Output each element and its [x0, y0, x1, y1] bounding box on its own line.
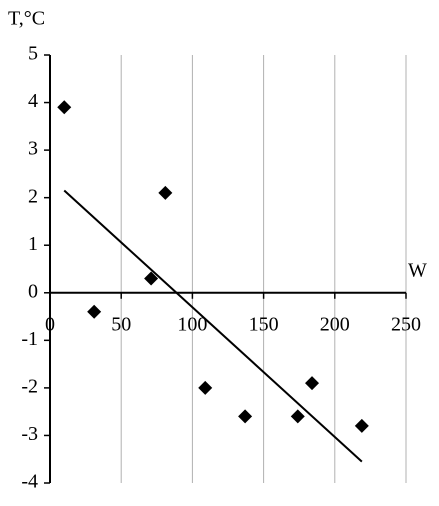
x-tick-label: 50 [111, 313, 131, 335]
trend-line [63, 189, 363, 463]
y-tick-label: 5 [28, 43, 38, 65]
x-tick-label: 100 [177, 313, 207, 335]
data-point [198, 380, 213, 395]
data-point [238, 409, 253, 424]
data-point [354, 418, 369, 433]
y-tick-label: 4 [28, 90, 38, 112]
y-tick-label: -4 [21, 471, 38, 493]
data-point [305, 376, 320, 391]
y-tick-label: 0 [28, 280, 38, 302]
x-tick-label: 200 [320, 313, 350, 335]
y-tick-label: 3 [28, 138, 38, 160]
x-tick-label: 0 [45, 313, 55, 335]
x-axis-label: W [408, 260, 427, 282]
y-tick-label: 2 [28, 185, 38, 207]
y-tick-label: 1 [28, 233, 38, 255]
y-axis-label: T,°C [8, 8, 45, 30]
data-point [158, 185, 173, 200]
y-tick-label: -1 [21, 328, 38, 350]
data-point [290, 409, 305, 424]
y-tick-label: -2 [21, 375, 38, 397]
data-point [87, 304, 102, 319]
data-point [57, 100, 72, 115]
x-tick-label: 250 [391, 313, 421, 335]
x-tick-label: 150 [249, 313, 279, 335]
data-point [144, 271, 159, 286]
y-tick-label: -3 [21, 423, 38, 445]
